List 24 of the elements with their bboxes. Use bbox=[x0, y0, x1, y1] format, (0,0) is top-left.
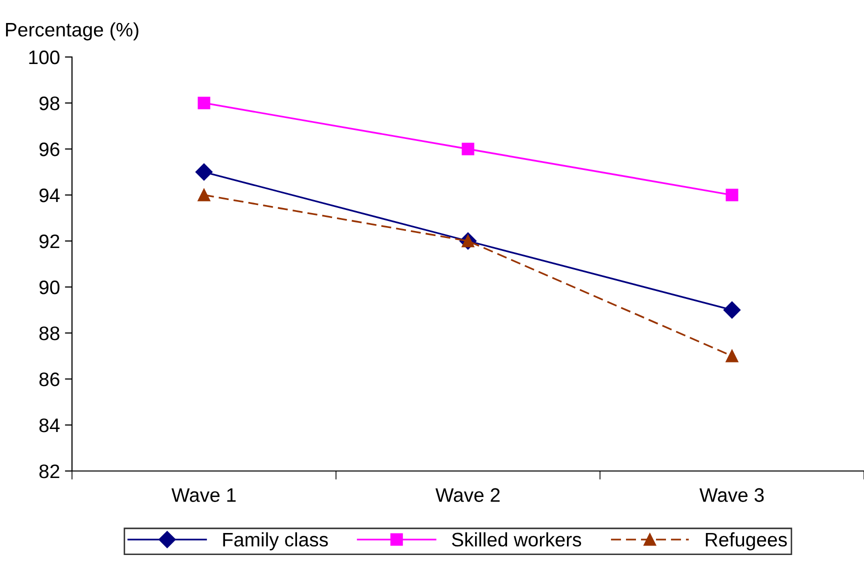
y-tick-label: 84 bbox=[39, 418, 60, 432]
y-tick-label: 98 bbox=[39, 96, 60, 110]
legend-label: Family class bbox=[223, 532, 328, 550]
point bbox=[723, 301, 741, 319]
point bbox=[198, 96, 210, 110]
y-tick-label: 88 bbox=[39, 326, 60, 340]
legend-label: Refugees bbox=[706, 532, 787, 550]
y-tick-label: 96 bbox=[39, 142, 60, 156]
point bbox=[198, 188, 210, 202]
x-tick-label: Wave 1 bbox=[171, 488, 236, 502]
y-tick-label: 90 bbox=[39, 280, 60, 294]
x-tick-label: Wave 3 bbox=[699, 488, 764, 502]
point bbox=[726, 188, 738, 202]
y-tick-label: 94 bbox=[39, 188, 60, 202]
point bbox=[195, 163, 213, 181]
y-tick-label: 100 bbox=[29, 50, 60, 64]
y-axis-title: Percentage (%) bbox=[6, 22, 138, 40]
y-tick-label: 82 bbox=[39, 464, 60, 478]
point bbox=[462, 142, 474, 156]
y-tick-label: 92 bbox=[39, 234, 60, 248]
y-tick-label: 86 bbox=[39, 372, 60, 386]
x-tick-label: Wave 2 bbox=[435, 488, 500, 502]
legend-label: Skilled workers bbox=[452, 532, 582, 547]
point bbox=[726, 350, 738, 362]
